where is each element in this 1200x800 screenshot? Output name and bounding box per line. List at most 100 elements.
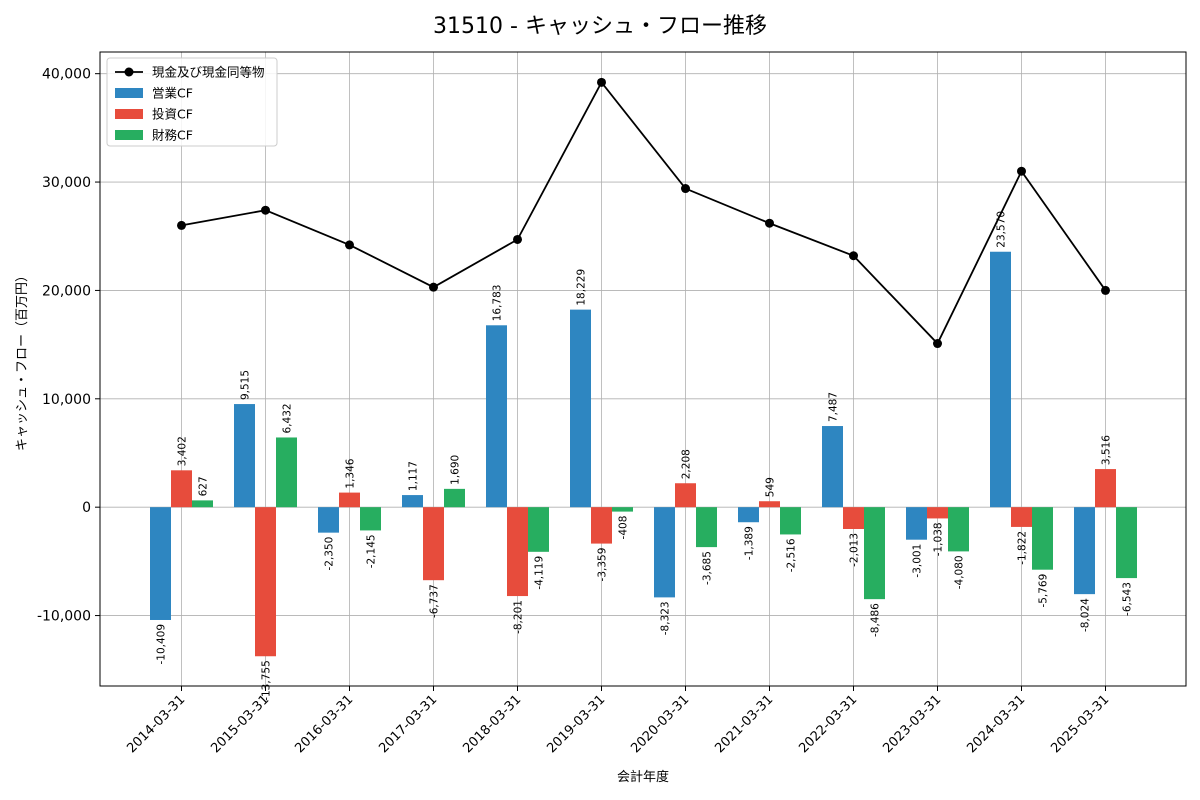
bars-layer	[150, 251, 1137, 657]
data-label: -8,323	[660, 601, 672, 635]
bar-operating	[318, 507, 339, 533]
bar-operating	[990, 251, 1011, 508]
data-label: 3,402	[177, 436, 189, 466]
cash-point	[513, 234, 522, 244]
bar-investing	[843, 507, 864, 529]
y-tick-label: 30,000	[42, 175, 91, 191]
data-label: 6,432	[282, 403, 294, 433]
bar-investing	[591, 507, 612, 544]
data-label: -13,755	[261, 660, 273, 701]
x-tick-label: 2022-03-31	[796, 692, 860, 756]
x-tick-label: 2018-03-31	[460, 692, 524, 756]
data-label: -8,486	[870, 603, 882, 637]
cash-point	[177, 220, 186, 230]
bar-investing	[255, 507, 276, 657]
data-label: 23,570	[996, 211, 1008, 248]
bar-financing	[1032, 507, 1053, 570]
bar-operating	[402, 495, 423, 508]
bar-operating	[486, 325, 507, 508]
data-label: 3,516	[1101, 435, 1113, 465]
cash-point	[429, 282, 438, 292]
cash-point	[933, 339, 942, 349]
cash-point	[1017, 166, 1026, 176]
bar-financing	[864, 507, 885, 600]
legend-label: 営業CF	[152, 86, 193, 101]
data-labels-layer: -10,409 9,515 -2,350 1,117 16,783 18,229 -8,32…	[156, 211, 1134, 701]
bar-operating	[234, 404, 255, 508]
data-label: -8,024	[1080, 598, 1092, 632]
line-layer	[177, 77, 1110, 349]
bar-operating	[150, 507, 171, 620]
y-tick-label: 20,000	[42, 283, 91, 299]
data-label: -2,516	[786, 538, 798, 572]
data-label: 7,487	[828, 392, 840, 422]
data-label: 1,117	[408, 461, 420, 491]
data-label: -3,685	[702, 551, 714, 585]
data-label: 627	[198, 476, 210, 496]
bar-financing	[948, 507, 969, 552]
cash-point	[849, 251, 858, 261]
legend-label: 現金及び現金同等物	[152, 65, 265, 80]
data-label: 549	[765, 477, 777, 497]
x-tick-label: 2017-03-31	[376, 692, 440, 756]
y-tick-label: 10,000	[42, 392, 91, 408]
bar-investing	[675, 483, 696, 508]
data-label: -10,409	[156, 624, 168, 665]
bar-financing	[360, 507, 381, 531]
legend-label: 投資CF	[152, 107, 193, 122]
data-label: -2,350	[324, 537, 336, 571]
data-label: -4,080	[954, 555, 966, 589]
x-tick-label: 2024-03-31	[964, 692, 1028, 756]
y-tick-label: 0	[82, 500, 91, 516]
bar-investing	[1095, 469, 1116, 508]
plot-frame	[99, 51, 1187, 687]
cash-point	[597, 77, 606, 87]
data-label: -1,389	[744, 526, 756, 560]
axes-layer: -10,000 0 10,000 20,000 30,000 40,000 2014-03-…	[37, 51, 1187, 756]
bar-financing	[696, 507, 717, 548]
bar-financing	[780, 507, 801, 535]
x-tick-label: 2021-03-31	[712, 692, 776, 756]
data-label: -8,201	[513, 600, 525, 634]
bar-operating	[906, 507, 927, 540]
cash-point	[1101, 285, 1110, 295]
bar-operating	[570, 309, 591, 508]
data-label: -2,013	[849, 533, 861, 567]
cash-line	[181, 80, 1107, 346]
y-tick-label: 40,000	[42, 67, 91, 83]
bar-investing	[423, 507, 444, 581]
cash-point	[681, 184, 690, 194]
bar-investing	[339, 492, 360, 508]
bar-investing	[927, 507, 948, 519]
cash-point	[261, 205, 270, 215]
data-label: -5,769	[1038, 574, 1050, 608]
bar-operating	[1074, 507, 1095, 595]
data-label: -6,543	[1122, 582, 1134, 616]
legend-swatch	[115, 88, 143, 98]
bar-financing	[276, 437, 297, 508]
bar-operating	[822, 426, 843, 508]
legend-swatch	[115, 109, 143, 119]
data-label: 18,229	[576, 269, 588, 306]
legend-label: 財務CF	[152, 128, 193, 143]
cash-point	[765, 218, 774, 228]
legend-line-marker	[124, 67, 134, 77]
x-axis-label: 会計年度	[617, 769, 669, 785]
data-label: 1,690	[450, 455, 462, 485]
bar-investing	[507, 507, 528, 597]
x-tick-label: 2020-03-31	[628, 692, 692, 756]
data-label: -3,001	[912, 544, 924, 578]
bar-operating	[654, 507, 675, 598]
cash-point	[345, 240, 354, 250]
bar-financing	[444, 488, 465, 508]
x-tick-label: 2025-03-31	[1048, 692, 1112, 756]
data-label: 16,783	[492, 285, 504, 322]
chart-title: 31510 - キャッシュ・フロー推移	[433, 14, 767, 39]
legend-swatch	[115, 130, 143, 140]
data-label: -2,145	[366, 534, 378, 568]
bar-investing	[759, 501, 780, 508]
bar-financing	[528, 507, 549, 552]
data-label: -1,822	[1017, 531, 1029, 565]
data-label: -6,737	[429, 584, 441, 618]
